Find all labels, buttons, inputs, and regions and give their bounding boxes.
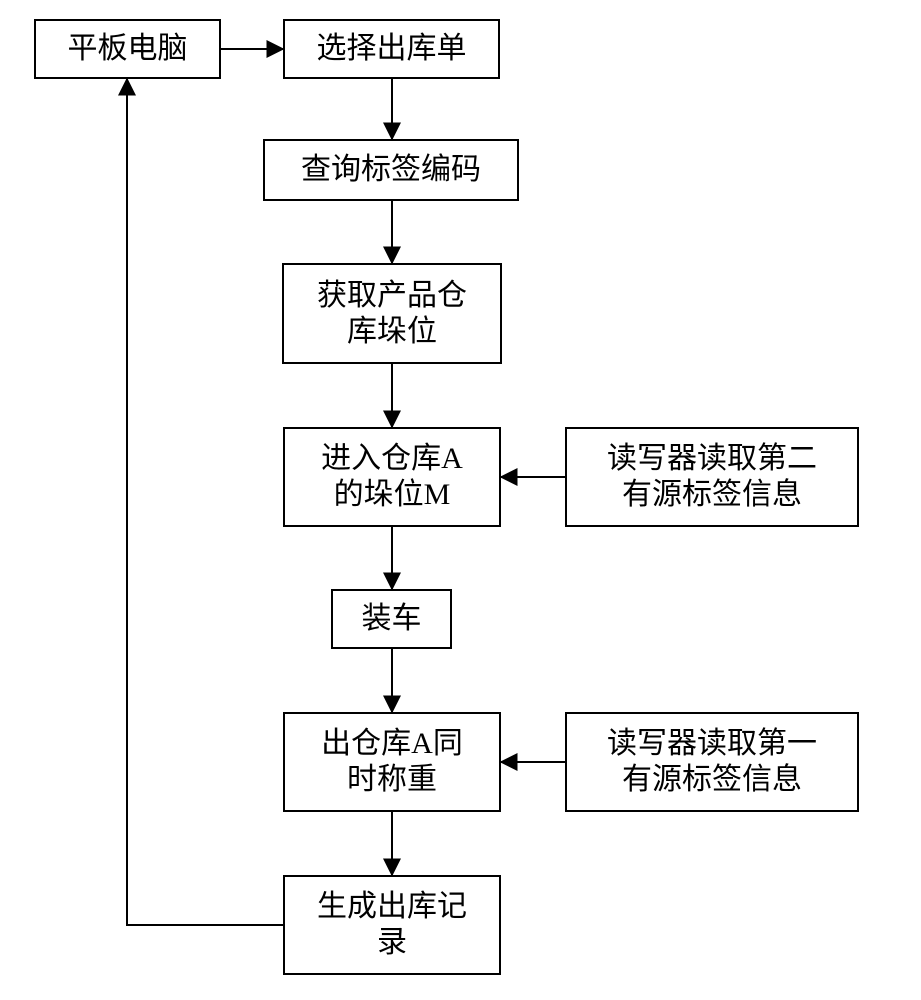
node-label: 出仓库A同时称重 xyxy=(321,726,463,798)
node-select: 选择出库单 xyxy=(283,19,500,79)
node-gen-record: 生成出库记录 xyxy=(283,875,501,975)
node-tablet: 平板电脑 xyxy=(34,19,221,79)
node-reader1: 读写器读取第一有源标签信息 xyxy=(565,712,859,812)
node-label: 查询标签编码 xyxy=(301,152,481,188)
node-label: 选择出库单 xyxy=(317,31,467,67)
node-label: 读写器读取第二有源标签信息 xyxy=(607,441,817,513)
node-get-pos: 获取产品仓库垛位 xyxy=(282,263,502,364)
node-label: 生成出库记录 xyxy=(317,889,467,961)
edge-genrecord-tablet xyxy=(127,79,283,925)
node-query: 查询标签编码 xyxy=(263,139,519,201)
node-label: 装车 xyxy=(362,601,422,637)
node-enter: 进入仓库A的垛位M xyxy=(283,427,501,527)
node-label: 平板电脑 xyxy=(68,31,188,67)
node-label: 读写器读取第一有源标签信息 xyxy=(607,726,817,798)
flowchart-container: 平板电脑 选择出库单 查询标签编码 获取产品仓库垛位 进入仓库A的垛位M 读写器… xyxy=(0,0,921,1000)
node-out-weigh: 出仓库A同时称重 xyxy=(283,712,501,812)
node-load: 装车 xyxy=(331,589,452,649)
node-label: 获取产品仓库垛位 xyxy=(317,278,467,350)
node-label: 进入仓库A的垛位M xyxy=(321,441,463,513)
node-reader2: 读写器读取第二有源标签信息 xyxy=(565,427,859,527)
